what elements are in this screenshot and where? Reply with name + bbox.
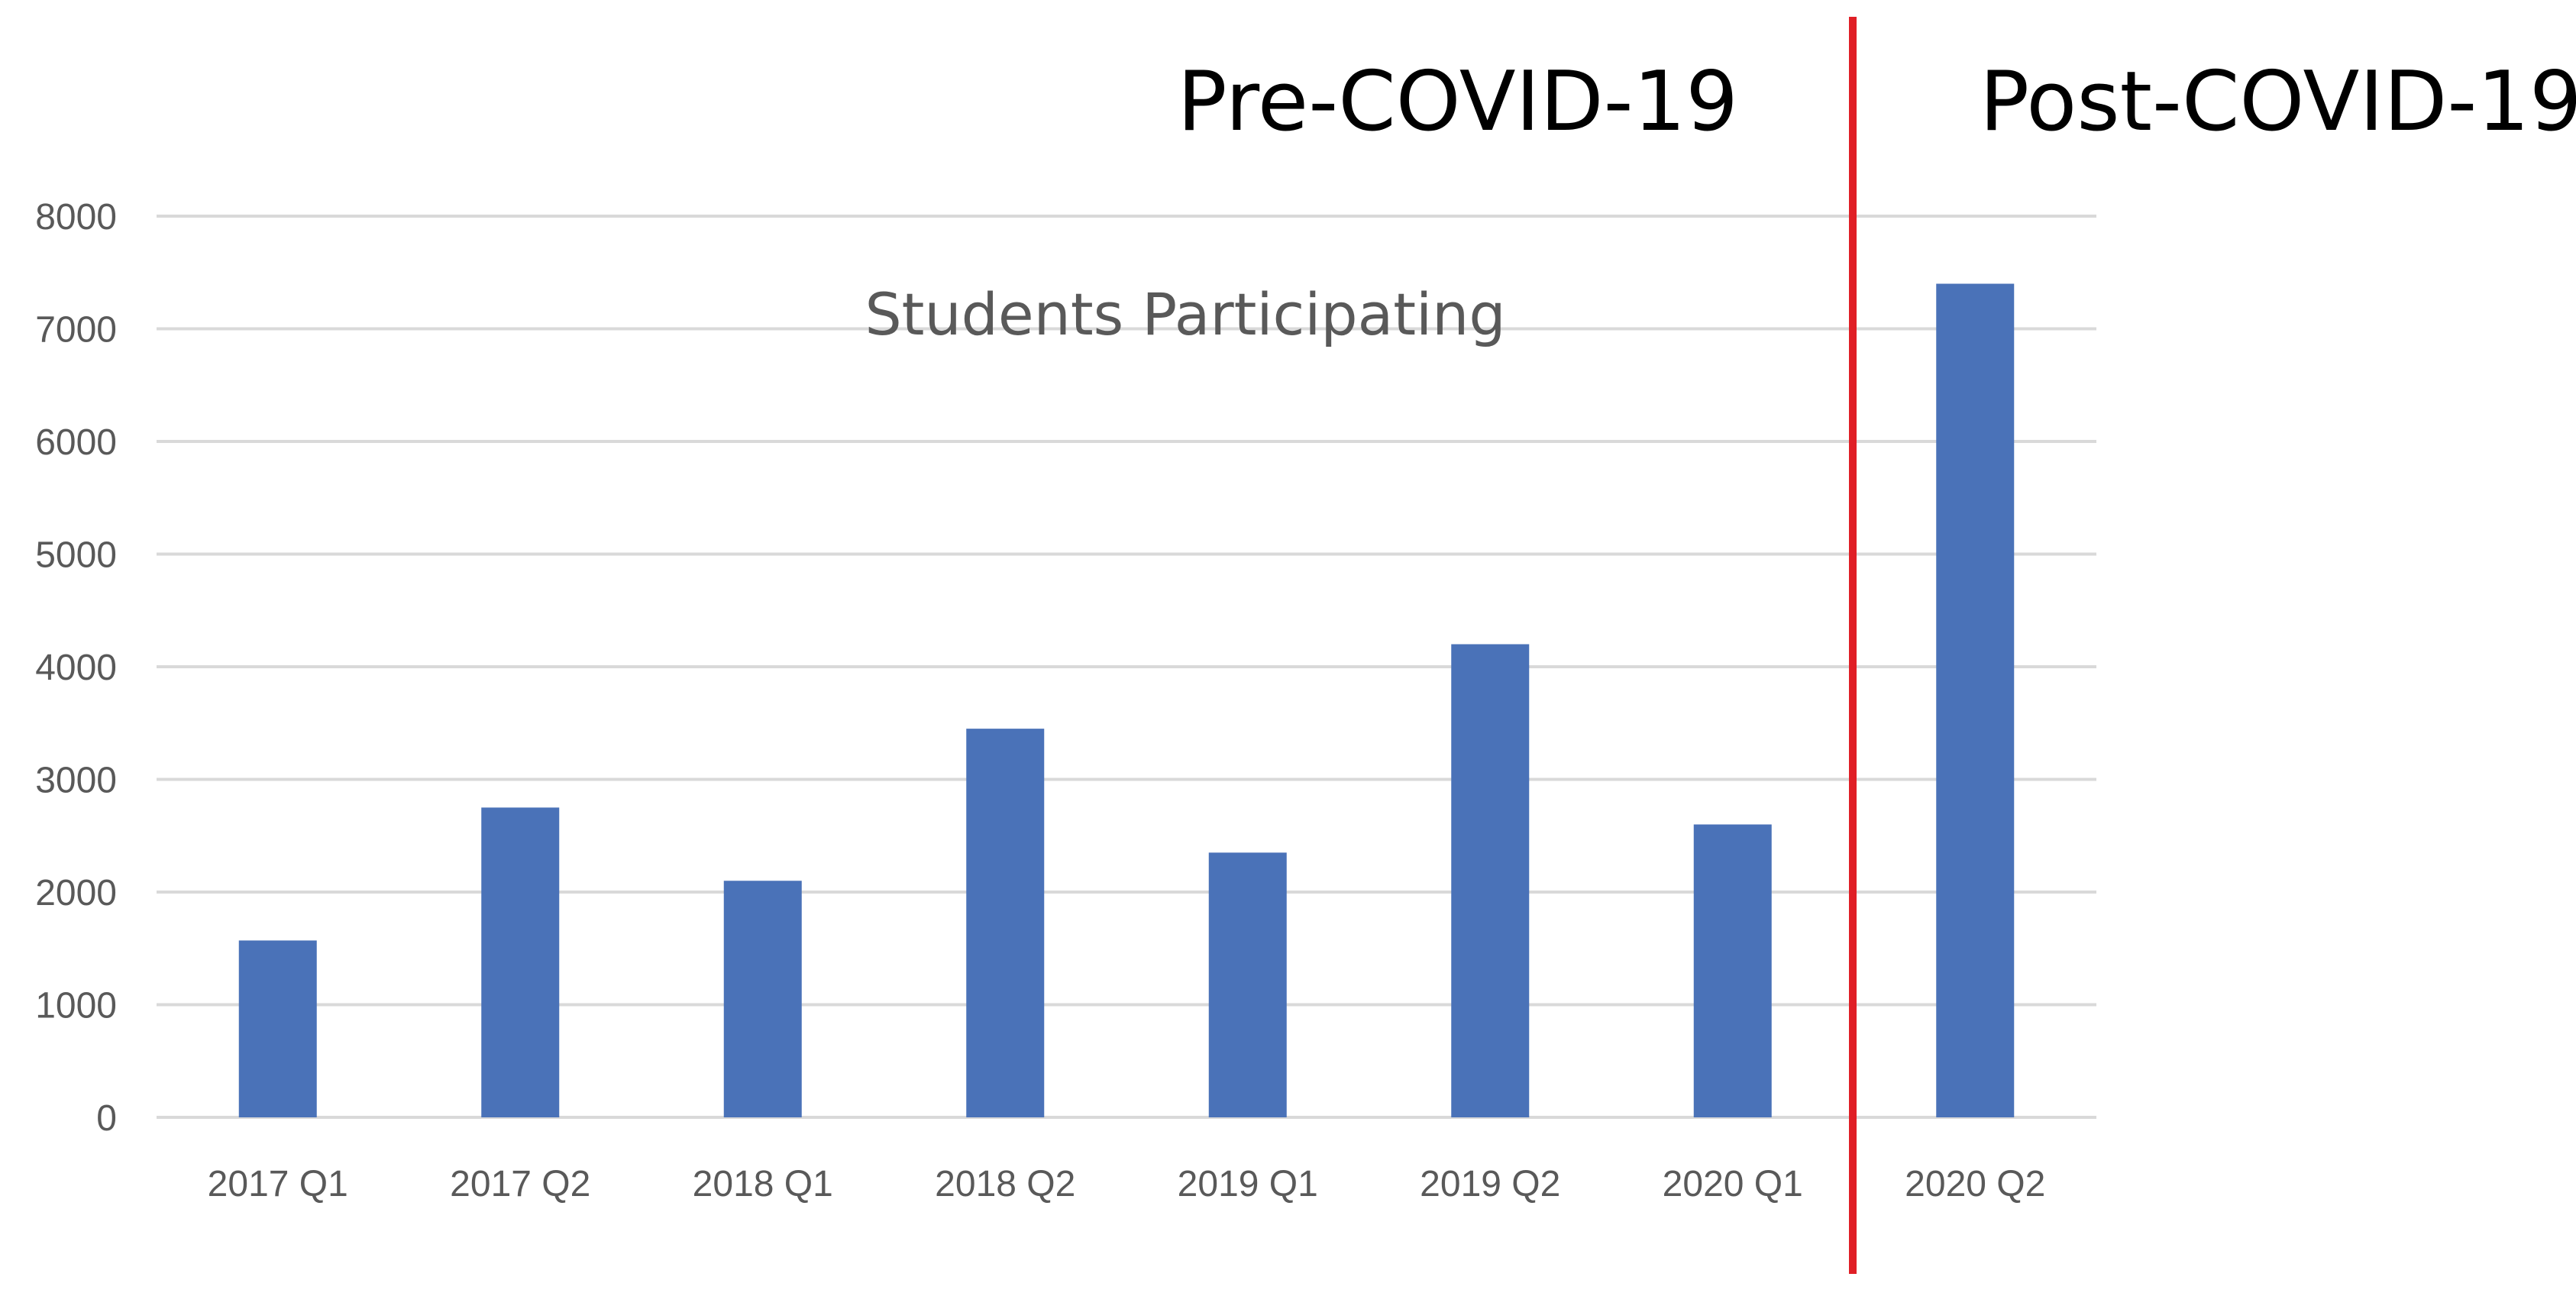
bars <box>238 283 2015 1117</box>
chart-title: Students Participating <box>865 280 1505 348</box>
bar-2019-q2 <box>1451 644 1530 1117</box>
y-tick-label: 8000 <box>35 197 117 238</box>
bar-2018-q2 <box>966 729 1045 1117</box>
x-tick-label: 2019 Q1 <box>1178 1164 1318 1204</box>
y-tick-label: 3000 <box>35 761 117 801</box>
bar-2017-q2 <box>481 807 560 1117</box>
gridlines <box>157 215 2096 1119</box>
y-tick-label: 1000 <box>35 986 117 1026</box>
x-tick-label: 2017 Q1 <box>208 1164 348 1204</box>
x-tick-label: 2019 Q2 <box>1420 1164 1560 1204</box>
y-axis-ticks: 0 1000 2000 3000 4000 5000 6000 7000 8000 <box>35 197 117 1139</box>
bar-2017-q1 <box>238 940 317 1117</box>
bar-2020-q1 <box>1693 824 1772 1117</box>
x-tick-label: 2020 Q2 <box>1905 1164 2045 1204</box>
pre-covid-label: Pre-COVID-19 <box>1178 54 1738 150</box>
x-tick-label: 2018 Q2 <box>935 1164 1075 1204</box>
y-tick-label: 6000 <box>35 422 117 463</box>
bar-2018-q1 <box>723 881 802 1117</box>
y-tick-label: 4000 <box>35 648 117 688</box>
y-tick-label: 2000 <box>35 873 117 913</box>
bar-2020-q2 <box>1936 283 2015 1117</box>
y-tick-label: 7000 <box>35 310 117 351</box>
x-tick-label: 2018 Q1 <box>693 1164 833 1204</box>
x-tick-label: 2020 Q1 <box>1663 1164 1803 1204</box>
y-tick-label: 5000 <box>35 535 117 576</box>
x-axis-ticks: 2017 Q1 2017 Q2 2018 Q1 2018 Q2 2019 Q1 2019 … <box>208 1164 2046 1204</box>
bar-2019-q1 <box>1208 852 1287 1117</box>
post-covid-label: Post-COVID-19 <box>1980 54 2576 150</box>
y-tick-label: 0 <box>96 1098 117 1139</box>
x-tick-label: 2017 Q2 <box>450 1164 590 1204</box>
